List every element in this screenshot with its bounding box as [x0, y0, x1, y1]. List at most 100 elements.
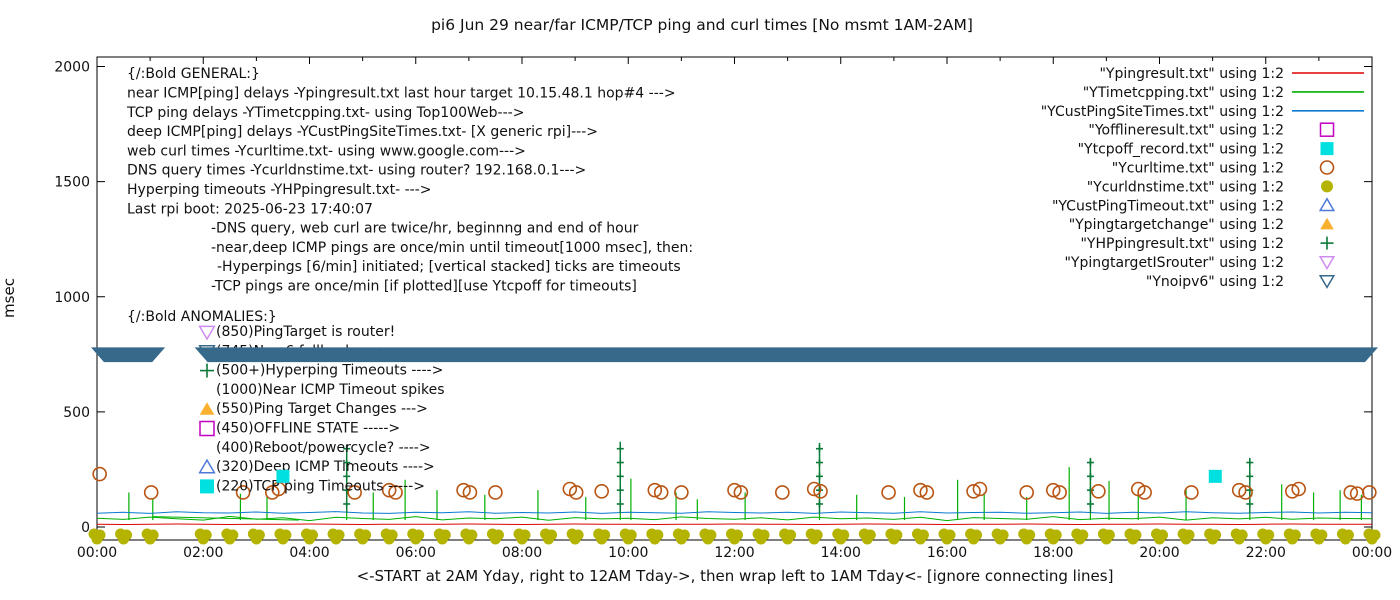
- dns-point: [144, 533, 156, 545]
- open-circle-marker: [881, 485, 896, 500]
- filled-square-marker: [1208, 469, 1222, 483]
- dns-point: [463, 533, 475, 545]
- legend-label: "Ytcpoff_record.txt" using 1:2: [1078, 142, 1284, 158]
- legend-label: "YHPpingresult.txt" using 1:2: [1080, 236, 1284, 252]
- y-axis-label: msec: [0, 278, 18, 318]
- open-circle-marker: [1137, 485, 1152, 500]
- open-circle-marker: [1045, 482, 1061, 498]
- dns-point: [1127, 533, 1139, 545]
- dns-point: [702, 533, 714, 545]
- filled-square-marker: [200, 479, 214, 494]
- dns-point: [569, 533, 581, 545]
- open-circle-marker: [1052, 485, 1067, 500]
- open-circle-marker: [1319, 160, 1335, 175]
- open-circle-marker: [727, 482, 742, 498]
- open-triangle-down-marker: [198, 325, 216, 341]
- dns-point: [410, 533, 422, 545]
- dns-point: [277, 533, 289, 545]
- dns-point: [1100, 533, 1112, 545]
- dns-point: [91, 533, 103, 545]
- dns-point: [1047, 533, 1059, 545]
- general-line: Last rpi boot: 2025-06-23 17:40:07: [127, 201, 373, 217]
- anomalies-header: {/:Bold ANOMALIES:}: [127, 309, 277, 325]
- dns-point: [755, 533, 767, 545]
- anomaly-line: (400)Reboot/powercycle? ---->: [216, 440, 431, 456]
- anomaly-line: (550)Ping Target Changes --->: [216, 401, 428, 417]
- open-circle-marker: [806, 481, 822, 497]
- noipv6-band: [194, 347, 1378, 363]
- dns-point: [808, 533, 820, 545]
- y-tick-label: 2000: [54, 60, 90, 76]
- plot-area: 00:00 02:00 04:00 06:00 08:00 10:00 12:00 14:00…: [54, 56, 1392, 561]
- general-header: {/:Bold GENERAL:}: [127, 66, 260, 82]
- x-tick-label: 16:00: [927, 545, 967, 561]
- filled-triangle-up-marker: [199, 402, 215, 415]
- open-circle-marker: [347, 485, 362, 500]
- open-circle-marker: [919, 485, 935, 500]
- dns-point: [675, 533, 687, 545]
- open-square-marker: [1319, 122, 1335, 137]
- dns-point: [1286, 533, 1298, 545]
- x-tick-label: 06:00: [396, 545, 436, 561]
- general-line: deep ICMP[ping] delays -YCustPingSiteTim…: [127, 124, 598, 140]
- dns-point: [330, 533, 342, 545]
- general-line: -TCP pings are once/min [if plotted][use…: [211, 279, 637, 295]
- open-circle-marker: [813, 484, 828, 499]
- series-ypingresult: [96, 523, 1372, 526]
- dns-point: [888, 533, 900, 545]
- general-line: Hyperping timeouts -YHPpingresult.txt- -…: [127, 182, 432, 198]
- general-line: -Hyperpings [6/min] initiated; [vertical…: [217, 259, 681, 275]
- open-circle-marker: [775, 485, 790, 500]
- general-line: web curl times -Ycurltime.txt- using www…: [127, 143, 526, 159]
- dns-point: [224, 533, 236, 545]
- dns-point: [1074, 533, 1086, 545]
- x-tick-label: 22:00: [1246, 545, 1286, 561]
- legend-label: "YCustPingSiteTimes.txt" using 1:2: [1041, 104, 1284, 120]
- open-circle-marker: [568, 485, 584, 500]
- open-circle-marker: [143, 485, 159, 500]
- noipv6-band: [91, 347, 166, 363]
- dns-point: [1154, 533, 1165, 545]
- open-circle-marker: [488, 485, 503, 500]
- dns-point: [304, 533, 315, 545]
- filled-circle-marker: [1321, 180, 1333, 193]
- open-circle-marker: [674, 485, 689, 500]
- x-tick-label: 08:00: [502, 545, 542, 561]
- dns-point: [436, 533, 448, 545]
- anomaly-line: (850)PingTarget is router!: [216, 324, 395, 340]
- filled-square-marker: [276, 469, 290, 483]
- open-triangle-down-marker: [1318, 274, 1336, 289]
- x-tick-label: 00:00: [1352, 545, 1392, 561]
- open-circle-marker: [1019, 485, 1034, 500]
- series-ycustpingsitetimes: [96, 511, 1373, 514]
- open-triangle-down-marker: [1318, 256, 1336, 270]
- dns-point: [1233, 533, 1245, 545]
- open-triangle-up-marker: [1318, 197, 1336, 212]
- dns-point: [357, 533, 369, 545]
- dns-point: [1021, 533, 1033, 545]
- series-ytimetcpping: [96, 515, 1373, 522]
- y-tick-label: 1000: [54, 290, 90, 306]
- dns-point: [383, 533, 395, 545]
- legend-label: "Ypingresult.txt" using 1:2: [1099, 66, 1284, 82]
- legend-label: "YpingtargetISrouter" using 1:2: [1064, 255, 1284, 271]
- open-circle-marker: [1362, 485, 1377, 500]
- general-line: near ICMP[ping] delays -Ypingresult.txt …: [127, 86, 676, 102]
- dns-point: [1366, 533, 1378, 545]
- x-tick-label: 20:00: [1139, 545, 1179, 561]
- open-circle-marker: [972, 481, 988, 497]
- legend-label: "Ycurldnstime.txt" using 1:2: [1087, 179, 1284, 195]
- open-circle-marker: [913, 482, 928, 498]
- legend-label: "YCustPingTimeout.txt" using 1:2: [1052, 198, 1284, 214]
- general-line: TCP ping delays -YTimetcpping.txt- using…: [126, 105, 524, 121]
- dns-point: [1339, 533, 1351, 545]
- open-circle-marker: [594, 484, 609, 499]
- dns-point: [835, 533, 847, 545]
- x-tick-label: 18:00: [1033, 545, 1073, 561]
- legend-label: "Ynoipv6" using 1:2: [1146, 274, 1284, 290]
- general-line: -DNS query, web curl are twice/hr, begin…: [211, 221, 639, 237]
- open-circle-marker: [1285, 484, 1300, 499]
- legend: "Ypingresult.txt" using 1:2 "YTimetcpping…: [1041, 66, 1364, 290]
- y-tick-label: 500: [63, 405, 90, 421]
